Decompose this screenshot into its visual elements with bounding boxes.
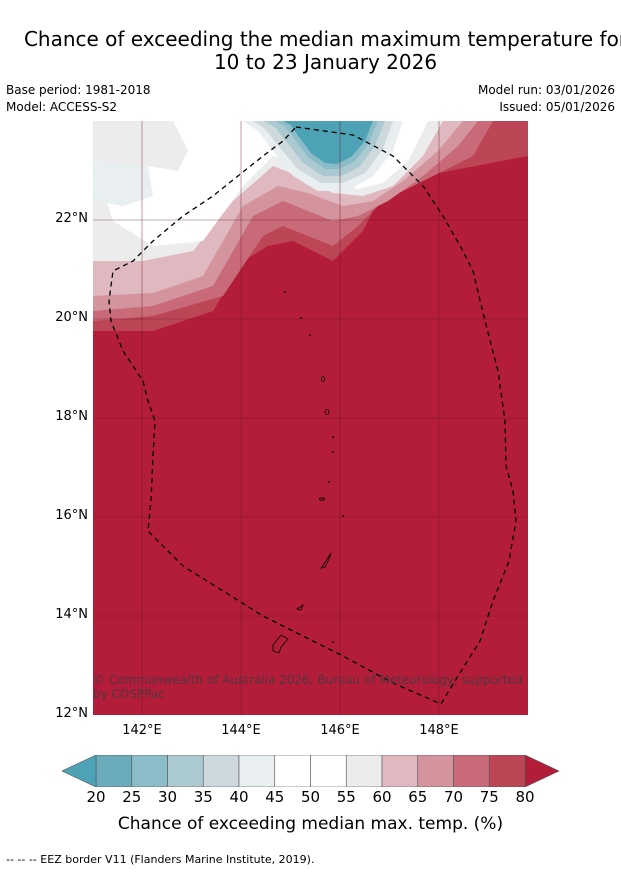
map-panel bbox=[93, 121, 528, 715]
band-20 bbox=[283, 121, 373, 164]
lon-label-142e: 142°E bbox=[122, 723, 162, 738]
model-run: Model run: 03/01/2026 bbox=[477, 83, 615, 97]
colorbar-low-arrow bbox=[62, 755, 97, 787]
colorbar-tick-label: 75 bbox=[479, 788, 499, 806]
colorbar-tick-label: 70 bbox=[443, 788, 464, 806]
islands bbox=[272, 376, 332, 654]
colorbar-cell bbox=[345, 755, 383, 787]
colorbar-tick-label: 35 bbox=[193, 788, 213, 806]
colorbar-tick-label: 60 bbox=[372, 788, 392, 806]
colorbar-cell bbox=[381, 755, 419, 787]
title-line-2: 10 to 23 January 2026 bbox=[213, 50, 438, 74]
island bbox=[320, 552, 332, 569]
copyright-notice: © Commonwealth of Australia 2026, Bureau… bbox=[93, 673, 523, 701]
lat-label-12n: 12°N bbox=[55, 706, 88, 721]
island bbox=[296, 603, 304, 611]
colorbar-label: Chance of exceeding median max. temp. (%… bbox=[117, 814, 504, 834]
colorbar-cell bbox=[310, 755, 347, 787]
island bbox=[321, 376, 325, 382]
colorbar-tick-label: 30 bbox=[157, 788, 178, 806]
title-line-1: Chance of exceeding the median maximum t… bbox=[23, 27, 621, 51]
lat-label-20n: 20°N bbox=[55, 310, 88, 325]
colorbar-cell bbox=[453, 755, 490, 787]
colorbar-cell bbox=[238, 755, 276, 787]
model-name: Model: ACCESS-S2 bbox=[6, 100, 118, 114]
island bbox=[319, 497, 325, 501]
eez-footnote: -- -- -- EEZ border V11 (Flanders Marine… bbox=[6, 853, 315, 866]
island bbox=[324, 409, 330, 415]
lon-label-144e: 144°E bbox=[221, 723, 261, 738]
band-45-left bbox=[93, 161, 153, 206]
colorbar-cell bbox=[131, 755, 168, 787]
colorbar bbox=[62, 755, 560, 787]
lon-label-148e: 148°E bbox=[419, 723, 459, 738]
colorbar-tick-label: 80 bbox=[515, 788, 535, 806]
graticule bbox=[93, 121, 528, 715]
colorbar-tick-label: 55 bbox=[336, 788, 356, 806]
lon-label-146e: 146°E bbox=[320, 723, 360, 738]
colorbar-cell bbox=[95, 755, 133, 787]
colorbar-cell bbox=[488, 755, 526, 787]
colorbar-cells bbox=[95, 755, 526, 787]
issued-date: Issued: 05/01/2026 bbox=[499, 100, 615, 114]
colorbar-high-arrow bbox=[524, 755, 560, 787]
colorbar-tick-label: 50 bbox=[300, 788, 321, 806]
guam-island bbox=[272, 634, 289, 654]
colorbar-cell bbox=[202, 755, 240, 787]
lat-label-22n: 22°N bbox=[55, 211, 88, 226]
islet-dots bbox=[284, 291, 344, 643]
band-55-left bbox=[93, 121, 188, 171]
lat-label-18n: 18°N bbox=[55, 409, 88, 424]
colorbar-tick-label: 20 bbox=[86, 788, 106, 806]
colorbar-cell bbox=[167, 755, 204, 787]
lat-label-16n: 16°N bbox=[55, 508, 88, 523]
colorbar-cell bbox=[274, 755, 311, 787]
map-svg bbox=[93, 121, 528, 715]
eez-border bbox=[108, 126, 517, 705]
colorbar-tick-label: 40 bbox=[229, 788, 249, 806]
chart-title: Chance of exceeding the median maximum t… bbox=[0, 28, 621, 74]
colorbar-tick-label: 65 bbox=[408, 788, 428, 806]
lat-label-14n: 14°N bbox=[55, 607, 88, 622]
base-period: Base period: 1981-2018 bbox=[6, 83, 151, 97]
colorbar-tick-label: 25 bbox=[122, 788, 142, 806]
colorbar-tick-label: 45 bbox=[265, 788, 285, 806]
colorbar-cell bbox=[417, 755, 454, 787]
